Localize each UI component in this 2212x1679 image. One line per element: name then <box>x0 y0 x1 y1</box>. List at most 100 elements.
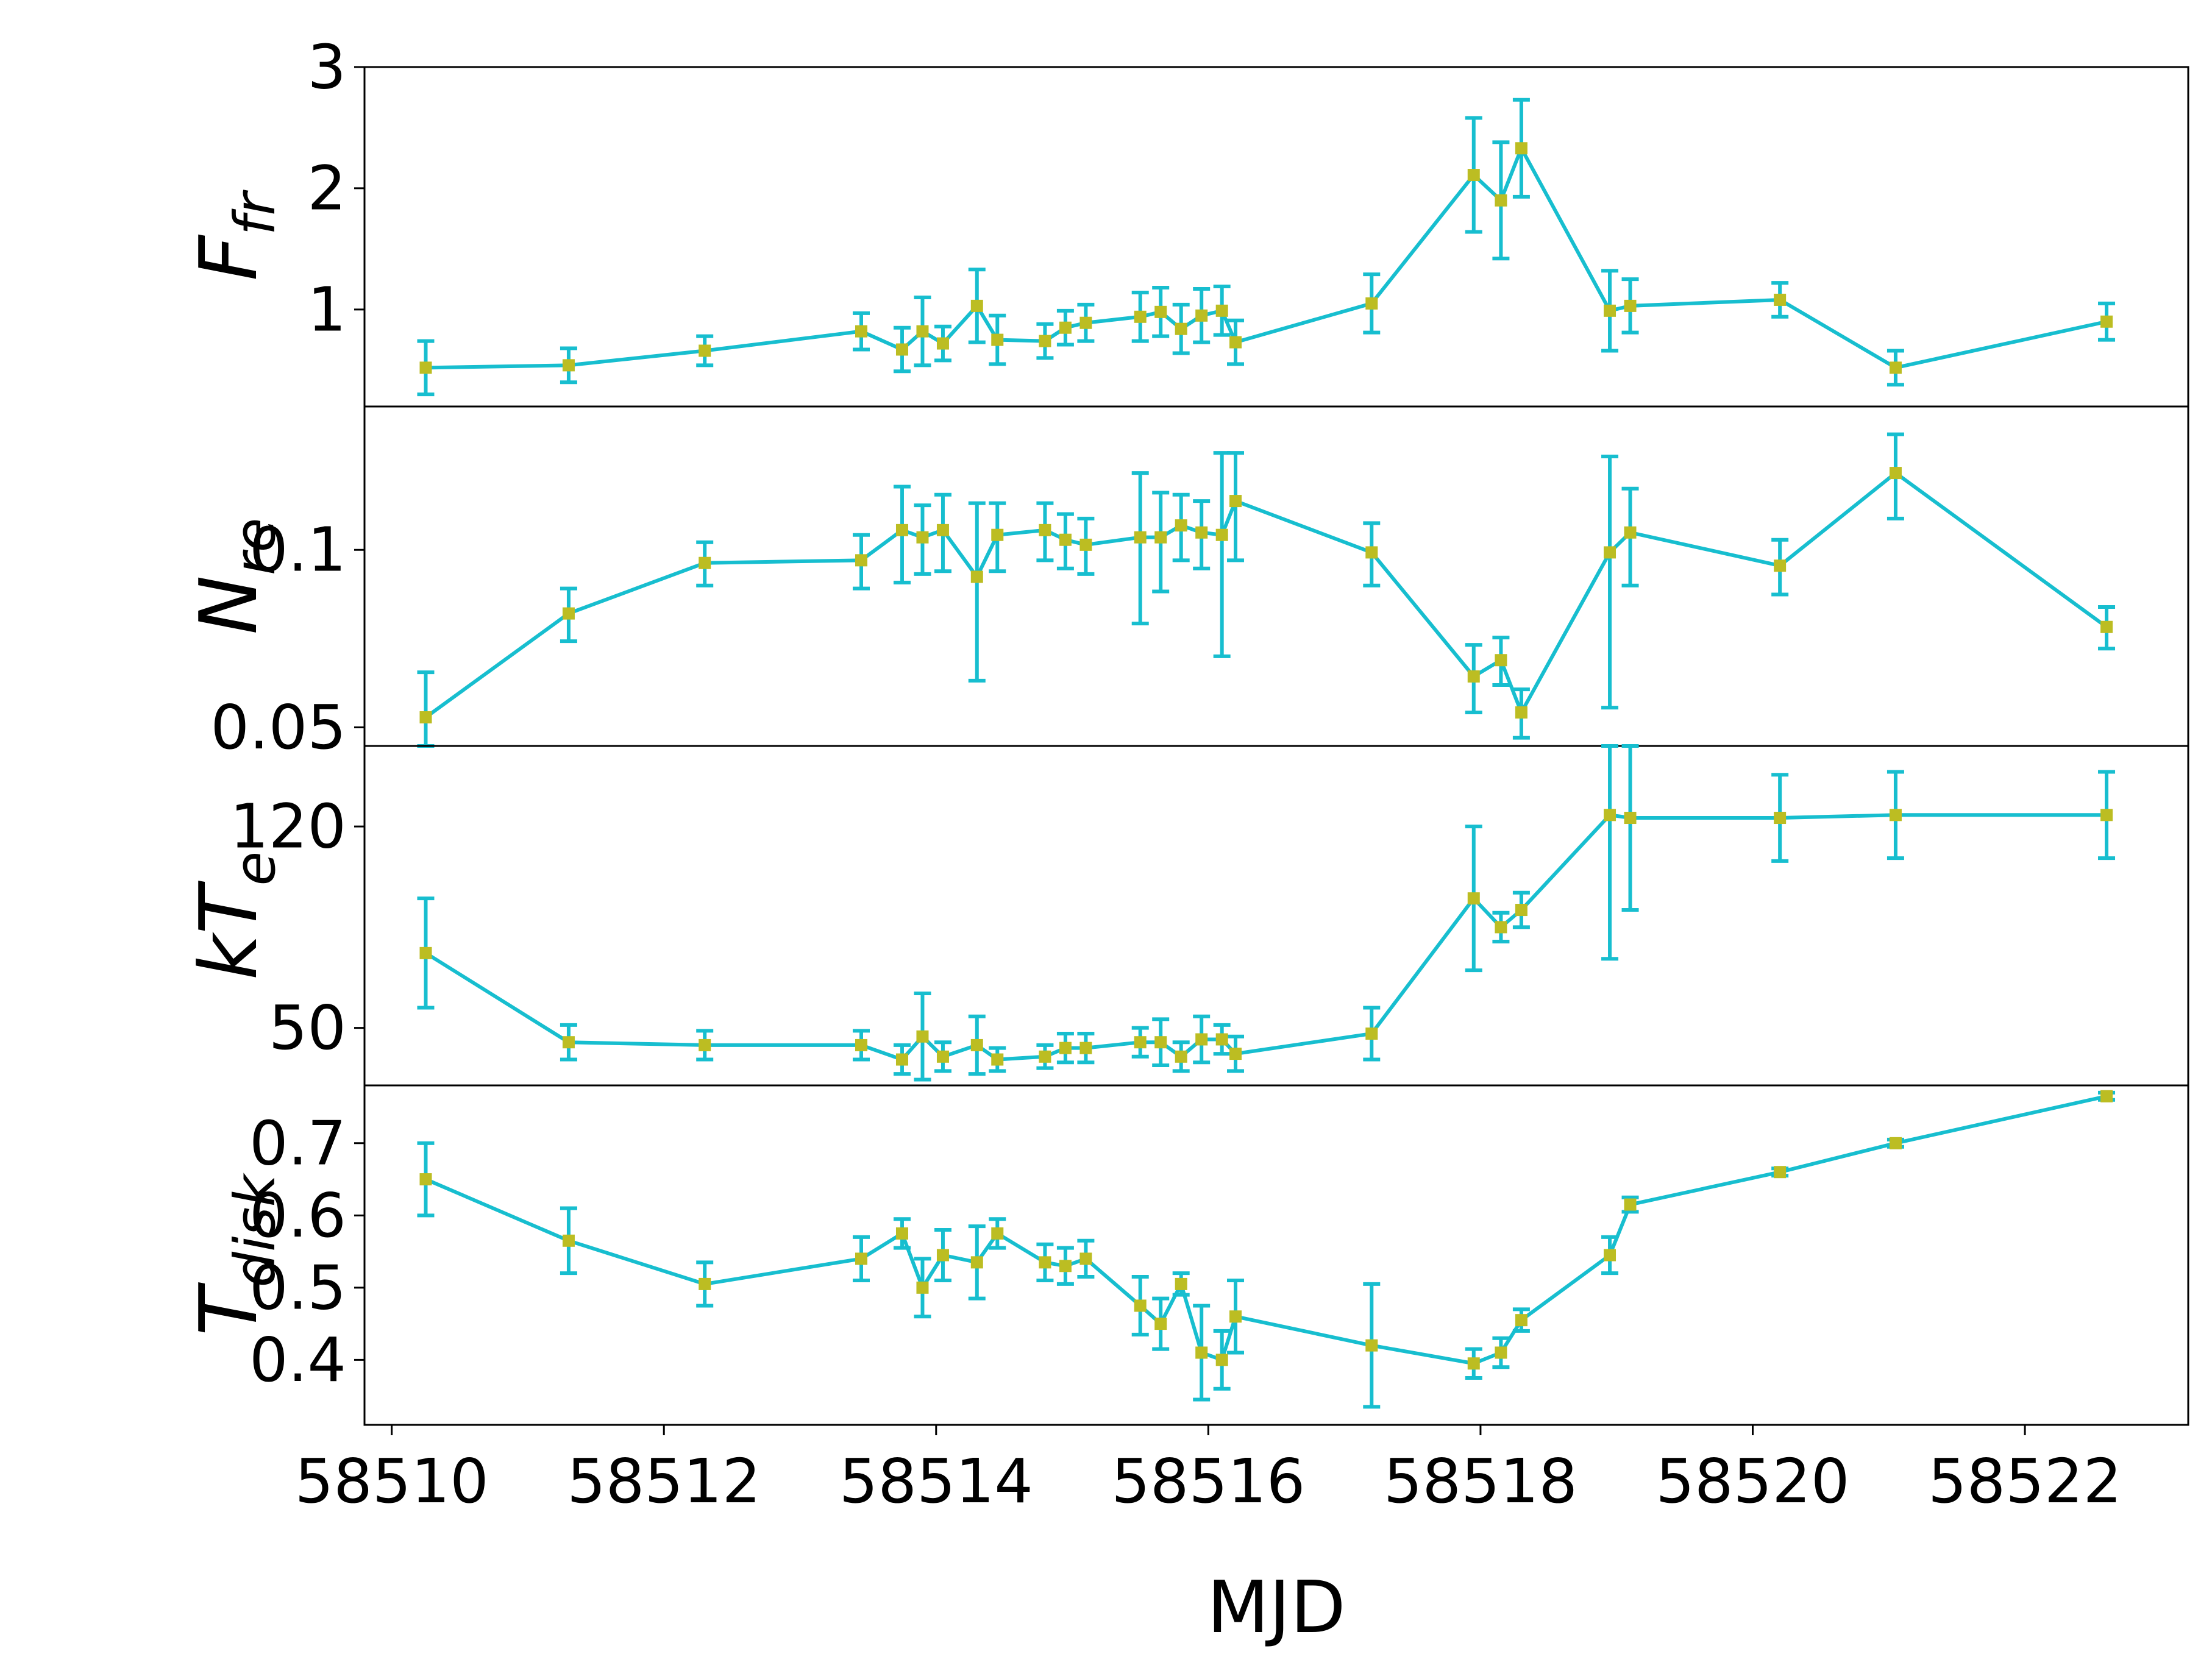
data-point <box>1774 1166 1787 1179</box>
data-point <box>970 570 983 583</box>
data-point <box>1039 1256 1051 1269</box>
data-point <box>1624 1198 1637 1211</box>
data-point <box>1604 546 1616 559</box>
data-point <box>1774 812 1787 825</box>
data-point <box>1889 467 1902 480</box>
error-bars <box>417 432 2116 748</box>
y-axis-label: kTe <box>182 851 288 980</box>
data-point <box>419 361 432 374</box>
x-tick-label: 58520 <box>1655 1446 1849 1517</box>
x-axis-label: MJD <box>1207 1565 1345 1649</box>
data-point <box>1215 1033 1228 1046</box>
data-point <box>1495 1346 1507 1359</box>
data-point <box>1039 1050 1051 1063</box>
data-point <box>1467 670 1480 683</box>
data-point <box>1175 322 1187 335</box>
data-point <box>970 299 983 312</box>
y-axis-label-subscript: e <box>222 851 288 886</box>
y-tick-label: 2 <box>307 152 346 224</box>
data-point <box>855 1252 867 1265</box>
data-point <box>1134 1036 1147 1049</box>
x-tick-label: 58512 <box>567 1446 761 1517</box>
panel-F_fr: 1 2 3 Ffr <box>182 32 2189 408</box>
data-point <box>562 1234 575 1247</box>
data-point <box>1467 1357 1480 1370</box>
y-tick-label: 0.05 <box>210 692 346 763</box>
data-point <box>970 1256 983 1269</box>
x-tick-label: 58514 <box>839 1446 1033 1517</box>
y-tick-label: 120 <box>230 791 346 862</box>
data-point <box>991 1053 1004 1066</box>
y-axis-label: Nre <box>182 518 288 635</box>
data-point <box>1495 654 1507 667</box>
data-point <box>1059 1260 1072 1273</box>
data-markers <box>419 467 2113 724</box>
data-point <box>1215 528 1228 541</box>
data-point <box>895 1053 908 1066</box>
data-point <box>419 946 432 959</box>
data-markers <box>419 1090 2113 1370</box>
data-point <box>895 1227 908 1240</box>
data-point <box>1195 1033 1208 1046</box>
data-point <box>1774 293 1787 306</box>
y-tick-label: 0.7 <box>249 1107 346 1179</box>
y-tick-label: 50 <box>269 992 346 1063</box>
data-markers <box>419 142 2113 374</box>
panel-frame <box>363 1084 2189 1426</box>
data-point <box>699 1277 711 1290</box>
data-point <box>419 711 432 724</box>
data-point <box>1467 892 1480 905</box>
data-point <box>970 1038 983 1051</box>
y-axis-label-main: kT <box>182 881 275 980</box>
data-point <box>1624 812 1637 825</box>
data-point <box>562 1036 575 1049</box>
data-point <box>1365 546 1378 559</box>
data-point <box>991 333 1004 346</box>
data-point <box>1079 538 1092 551</box>
data-point <box>1059 533 1072 546</box>
data-point <box>1365 1028 1378 1040</box>
data-point <box>1624 526 1637 539</box>
data-point <box>1604 304 1616 317</box>
data-point <box>1154 531 1167 544</box>
x-tick-label: 58522 <box>1928 1446 2122 1517</box>
data-point <box>1039 335 1051 347</box>
data-point <box>419 1173 432 1186</box>
y-tick-label: 1 <box>307 274 346 345</box>
data-point <box>1134 531 1147 544</box>
y-axis-label-main: N <box>182 575 275 634</box>
data-point <box>699 344 711 357</box>
data-point <box>1134 1299 1147 1312</box>
data-point <box>699 1038 711 1051</box>
data-point <box>1515 904 1527 917</box>
data-point <box>1195 309 1208 322</box>
data-point <box>936 524 949 536</box>
data-point <box>1079 1042 1092 1054</box>
data-point <box>1229 336 1242 349</box>
data-point <box>1215 1354 1228 1366</box>
data-point <box>1624 299 1637 312</box>
data-point <box>916 325 929 338</box>
data-point <box>1059 1042 1072 1054</box>
data-point <box>1495 194 1507 207</box>
data-point <box>1039 524 1051 536</box>
data-point <box>1604 1249 1616 1262</box>
data-point <box>916 1281 929 1294</box>
data-point <box>916 1030 929 1043</box>
data-point <box>1229 495 1242 508</box>
y-axis-label: Ffr <box>182 190 288 281</box>
data-point <box>699 556 711 569</box>
data-point <box>936 337 949 350</box>
data-point <box>1889 361 1902 374</box>
data-point <box>1467 169 1480 182</box>
data-point <box>1195 526 1208 539</box>
data-point <box>1154 1036 1167 1049</box>
data-point <box>1515 706 1527 719</box>
data-point <box>1175 1050 1187 1063</box>
y-tick-label: 0.5 <box>249 1252 346 1323</box>
data-point <box>1229 1310 1242 1323</box>
data-point <box>1175 519 1187 532</box>
